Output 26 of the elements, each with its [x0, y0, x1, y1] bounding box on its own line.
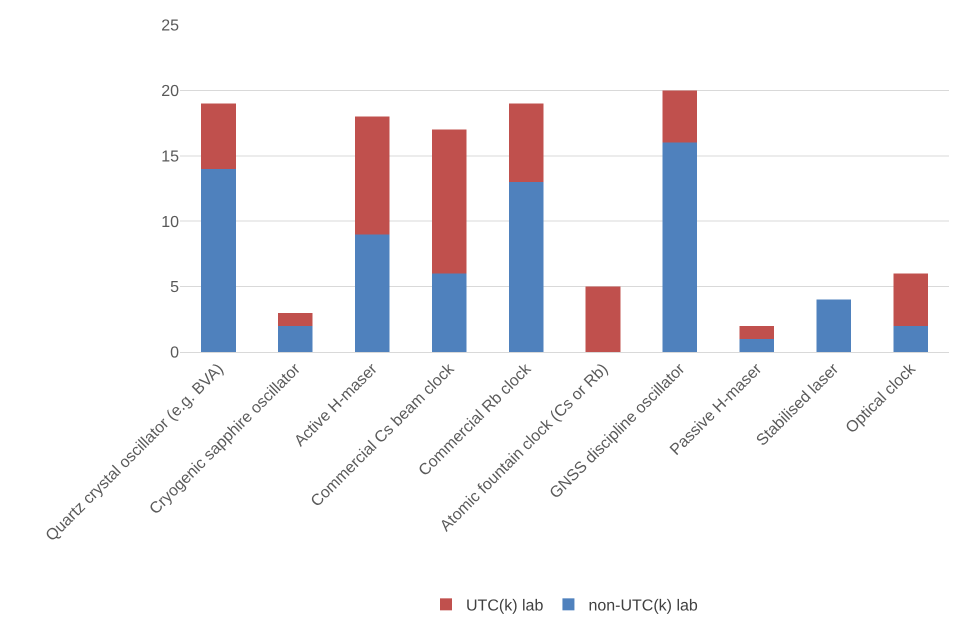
bar — [739, 338, 774, 352]
bar — [893, 326, 928, 352]
bar — [739, 326, 774, 339]
y-tick-label: 20 — [161, 83, 180, 100]
legend-label: UTC(k) lab — [466, 598, 544, 615]
y-tick-label: 5 — [170, 279, 180, 296]
bar — [816, 300, 851, 352]
bar — [508, 103, 544, 182]
bar — [508, 182, 544, 352]
bar — [201, 103, 236, 169]
bar — [432, 130, 466, 274]
bar — [354, 234, 390, 352]
bar — [662, 90, 698, 143]
bar — [586, 286, 620, 352]
bar — [432, 274, 466, 352]
bar — [662, 142, 698, 352]
bar — [893, 274, 928, 326]
y-tick-label: 15 — [161, 148, 180, 166]
bar — [354, 116, 390, 234]
bar — [201, 168, 236, 352]
legend-label: non-UTC(k) lab — [588, 598, 698, 615]
y-tick-label: 0 — [170, 344, 180, 362]
y-tick-label: 10 — [161, 214, 180, 231]
y-tick-label: 25 — [161, 18, 180, 35]
bar — [278, 312, 313, 326]
bar — [278, 326, 313, 352]
